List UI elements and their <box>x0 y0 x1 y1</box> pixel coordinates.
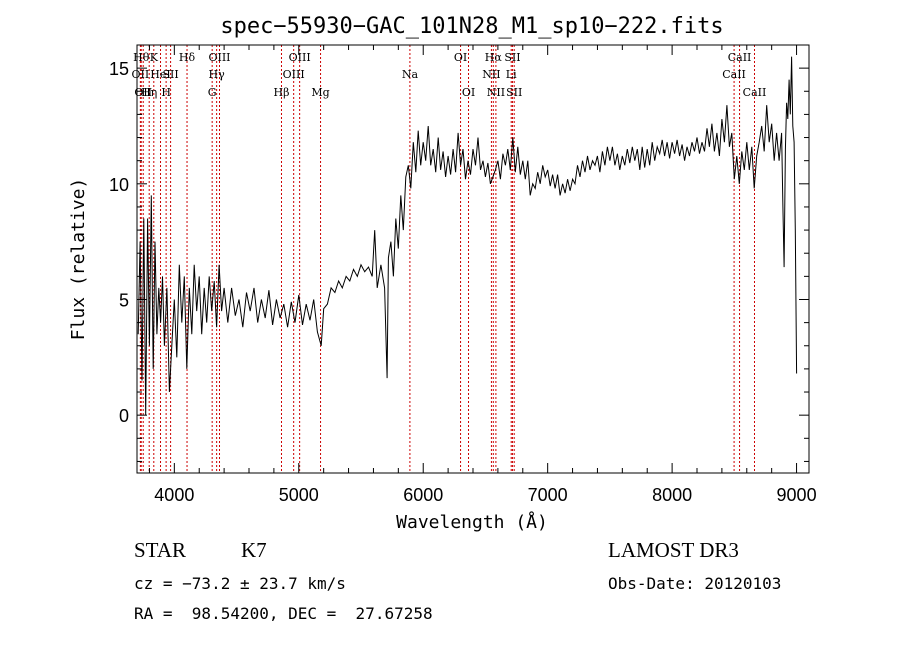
observation-date: Obs-Date: 20120103 <box>608 574 782 593</box>
y-axis-label: Flux (relative) <box>68 178 89 341</box>
spectral-line-label: G <box>208 86 217 99</box>
y-tick-label: 10 <box>109 175 129 195</box>
spectral-line-label: OIII <box>208 51 230 64</box>
x-tick-label: 8000 <box>652 485 692 505</box>
spectral-line-label: Hη <box>141 86 157 99</box>
spectral-line-label: Mg <box>311 86 329 99</box>
spectral-line-label: Hθ <box>133 51 150 64</box>
spectral-line-label: OIII <box>283 68 305 81</box>
x-tick-label: 9000 <box>777 485 817 505</box>
spectral-line-label: CaII <box>743 86 767 99</box>
spectral-line-label: OIII <box>289 51 311 64</box>
spectral-line-label: HeI <box>150 68 170 81</box>
spectral-line-label: K <box>150 51 159 64</box>
object-class: STAR <box>134 538 186 562</box>
object-subclass: K7 <box>241 538 267 562</box>
spectral-line-markers <box>139 45 755 473</box>
x-tick-label: 7000 <box>528 485 568 505</box>
x-axis-ticks: 4000 5000 6000 7000 8000 9000 <box>148 45 817 505</box>
spectral-line-label: Li <box>506 68 517 81</box>
sky-coordinates: RA = 98.54200, DEC = 27.67258 <box>134 604 433 623</box>
spectral-line-label: Na <box>402 68 419 81</box>
y-tick-label: 15 <box>109 59 129 79</box>
x-tick-label: 6000 <box>403 485 443 505</box>
spectral-line-label: Hγ <box>209 68 226 81</box>
spectral-line-label: CaII <box>722 68 746 81</box>
spectral-line-label: Hα <box>485 51 503 64</box>
x-tick-label: 5000 <box>279 485 319 505</box>
spectral-line-label: OI <box>454 51 467 64</box>
survey-name: LAMOST DR3 <box>608 538 739 562</box>
spectral-line-label: OI <box>462 86 475 99</box>
x-axis-label: Wavelength (Å) <box>396 511 548 533</box>
spectral-line-label: CaII <box>728 51 752 64</box>
redshift-velocity: cz = −73.2 ± 23.7 km/s <box>134 574 346 593</box>
spectral-line-labels: HθOIIOIIHηKHeIHSIIHδGHγOIIIHβOIIIOIIIMgN… <box>132 51 767 99</box>
spectral-line-label: NII <box>487 86 505 99</box>
y-tick-label: 0 <box>119 406 129 426</box>
spectrum-series-line <box>137 56 798 416</box>
spectral-line-label: SII <box>504 51 520 64</box>
spectral-line-label: NII <box>482 68 500 81</box>
chart-title: spec−55930−GAC_101N28_M1_sp10−222.fits <box>220 14 723 39</box>
spectral-line-label: SII <box>162 68 178 81</box>
spectral-line-label: OII <box>134 86 152 99</box>
y-tick-label: 5 <box>119 290 129 310</box>
spectral-line-label: OII <box>132 68 150 81</box>
spectral-line-label: H <box>161 86 171 99</box>
spectral-line-label: Hβ <box>274 86 290 99</box>
plot-frame <box>136 44 810 474</box>
y-axis-ticks: 0 5 10 15 <box>109 44 809 462</box>
spectral-line-label: Hδ <box>179 51 196 64</box>
x-tick-label: 4000 <box>154 485 194 505</box>
spectral-line-label: SII <box>506 86 522 99</box>
